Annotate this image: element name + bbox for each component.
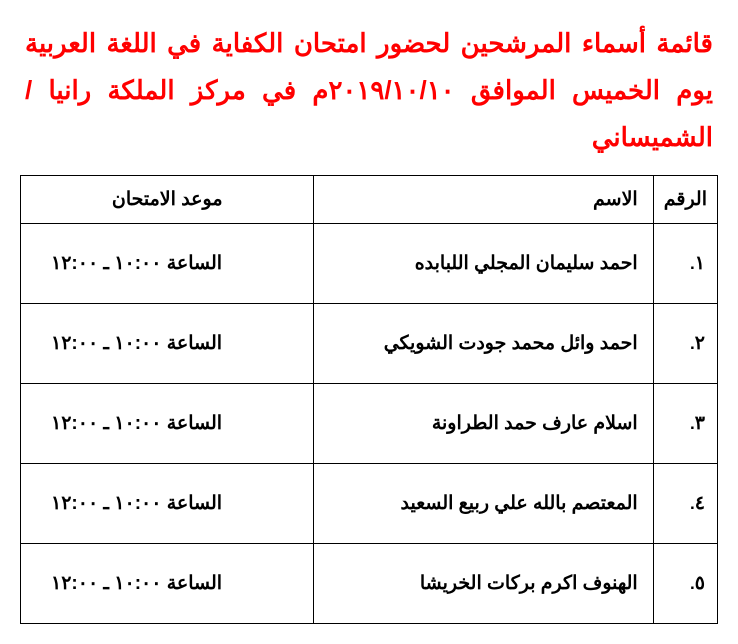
cell-time: الساعة ١٠:٠٠ ـ ١٢:٠٠ bbox=[21, 544, 314, 624]
cell-name: المعتصم بالله علي ربيع السعيد bbox=[314, 464, 653, 544]
cell-name: اسلام عارف حمد الطراونة bbox=[314, 384, 653, 464]
cell-num: ٥. bbox=[653, 544, 717, 624]
cell-num: ١. bbox=[653, 224, 717, 304]
table-row: ٤. المعتصم بالله علي ربيع السعيد الساعة … bbox=[21, 464, 718, 544]
table-body: ١. احمد سليمان المجلي اللبابده الساعة ١٠… bbox=[21, 224, 718, 624]
cell-num: ٤. bbox=[653, 464, 717, 544]
table-row: ٥. الهنوف اكرم بركات الخريشا الساعة ١٠:٠… bbox=[21, 544, 718, 624]
header-num: الرقم bbox=[653, 176, 717, 224]
header-time: موعد الامتحان bbox=[21, 176, 314, 224]
page-title: قائمة أسماء المرشحين لحضور امتحان الكفاي… bbox=[20, 20, 718, 160]
cell-time: الساعة ١٠:٠٠ ـ ١٢:٠٠ bbox=[21, 304, 314, 384]
cell-name: الهنوف اكرم بركات الخريشا bbox=[314, 544, 653, 624]
table-header-row: الرقم الاسم موعد الامتحان bbox=[21, 176, 718, 224]
table-row: ١. احمد سليمان المجلي اللبابده الساعة ١٠… bbox=[21, 224, 718, 304]
cell-time: الساعة ١٠:٠٠ ـ ١٢:٠٠ bbox=[21, 384, 314, 464]
cell-num: ٣. bbox=[653, 384, 717, 464]
cell-name: احمد وائل محمد جودت الشويكي bbox=[314, 304, 653, 384]
header-name: الاسم bbox=[314, 176, 653, 224]
cell-time: الساعة ١٠:٠٠ ـ ١٢:٠٠ bbox=[21, 464, 314, 544]
cell-num: ٢. bbox=[653, 304, 717, 384]
candidates-table: الرقم الاسم موعد الامتحان ١. احمد سليمان… bbox=[20, 175, 718, 624]
cell-name: احمد سليمان المجلي اللبابده bbox=[314, 224, 653, 304]
cell-time: الساعة ١٠:٠٠ ـ ١٢:٠٠ bbox=[21, 224, 314, 304]
table-row: ٣. اسلام عارف حمد الطراونة الساعة ١٠:٠٠ … bbox=[21, 384, 718, 464]
table-row: ٢. احمد وائل محمد جودت الشويكي الساعة ١٠… bbox=[21, 304, 718, 384]
